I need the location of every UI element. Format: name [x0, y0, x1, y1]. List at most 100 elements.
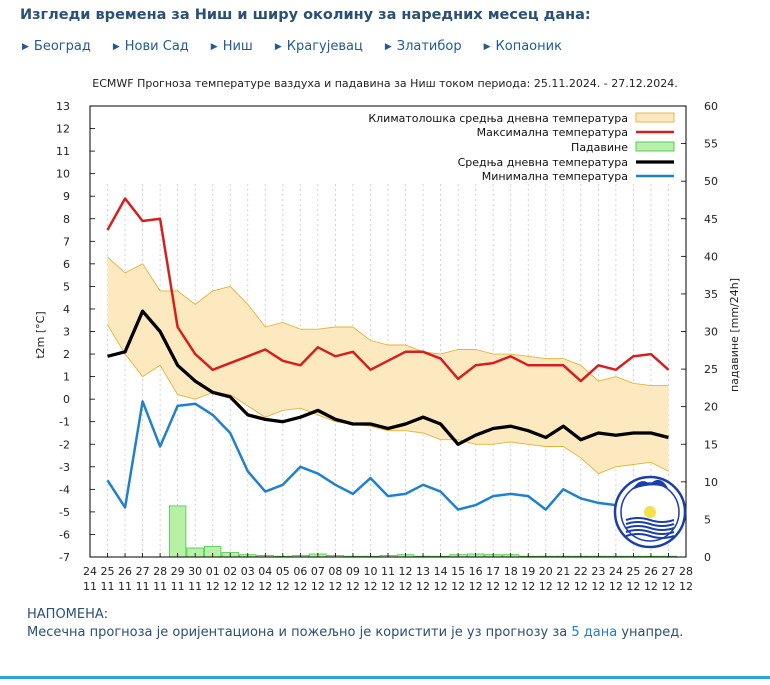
- city-label: Крагујевац: [286, 39, 363, 54]
- y-tick-label: 1: [63, 371, 70, 384]
- city-link-zlatibor[interactable]: ▶ Златибор: [385, 39, 462, 54]
- x-tick-label-day: 24: [83, 565, 97, 578]
- logo-wave-icon: [625, 529, 675, 535]
- min-temp-line: [106, 400, 669, 511]
- logo-cloud-icon: [632, 479, 668, 490]
- city-link-kopaonik[interactable]: ▶ Копаоник: [484, 39, 562, 54]
- x-tick-label-month: 12: [346, 580, 360, 593]
- x-tick-label-month: 12: [241, 580, 255, 593]
- x-tick-label-month: 12: [539, 580, 553, 593]
- x-tick-label-month: 12: [276, 580, 290, 593]
- bottom-divider: [0, 676, 770, 679]
- rhmz-logo: [613, 475, 687, 549]
- x-tick-label-month: 12: [469, 580, 483, 593]
- x-tick-label-month: 12: [206, 580, 220, 593]
- climatology-upper-edge: [107, 256, 669, 387]
- city-link-novi-sad[interactable]: ▶ Нови Сад: [113, 39, 189, 54]
- x-tick-label-month: 11: [153, 580, 167, 593]
- x-tick-label-month: 12: [626, 580, 640, 593]
- y2-tick-label: 5: [704, 513, 711, 526]
- x-tick-label-month: 12: [223, 580, 237, 593]
- x-tick-label-month: 11: [188, 580, 202, 593]
- x-tick-label-month: 12: [416, 580, 430, 593]
- legend-label: Падавине: [571, 141, 628, 154]
- x-tick-label-day: 02: [223, 565, 237, 578]
- note-text-before: Месечна прогноза је оријентациона и поже…: [27, 625, 568, 640]
- note-text-after: унапред.: [621, 625, 684, 640]
- city-label: Београд: [33, 39, 91, 54]
- forecast-chart-svg: ECMWF Прогноза температуре ваздуха и пад…: [34, 77, 741, 593]
- x-tick-label-day: 03: [241, 565, 255, 578]
- x-tick-label-month: 11: [83, 580, 97, 593]
- y2-tick-label: 10: [704, 476, 718, 489]
- x-tick-label-day: 25: [101, 565, 115, 578]
- x-tick-label-month: 11: [171, 580, 185, 593]
- x-tick-label-day: 30: [188, 565, 202, 578]
- x-tick-label-day: 27: [661, 565, 675, 578]
- y-tick-label: -3: [59, 461, 70, 474]
- x-tick-label-day: 09: [346, 565, 360, 578]
- legend-swatch-climatology: [635, 112, 675, 123]
- x-tick-label-day: 28: [153, 565, 167, 578]
- x-tick-label-month: 12: [644, 580, 658, 593]
- y-tick-label: 8: [63, 213, 70, 226]
- y-tick-label: 4: [63, 303, 70, 316]
- chart-title: ECMWF Прогноза температуре ваздуха и пад…: [92, 77, 678, 90]
- y-tick-label: -7: [59, 551, 70, 564]
- x-tick-label-day: 17: [486, 565, 500, 578]
- y-tick-label: -4: [59, 483, 70, 496]
- play-icon: ▶: [483, 41, 491, 52]
- y-tick-label: 11: [56, 145, 70, 158]
- x-tick-label-day: 04: [258, 565, 272, 578]
- legend: Климатолошка средња дневна температураМа…: [368, 112, 675, 183]
- x-tick-label-month: 12: [381, 580, 395, 593]
- x-tick-label-month: 11: [101, 580, 115, 593]
- play-icon: ▶: [274, 41, 282, 52]
- x-tick-label-day: 13: [416, 565, 430, 578]
- mean-temp-line: [107, 309, 669, 446]
- max-temp-line: [106, 197, 670, 383]
- x-tick-label-month: 12: [311, 580, 325, 593]
- y2-tick-label: 50: [704, 175, 718, 188]
- x-tick-label-month: 12: [591, 580, 605, 593]
- x-tick-label-month: 11: [118, 580, 132, 593]
- x-tick-label-day: 24: [609, 565, 623, 578]
- play-icon: ▶: [22, 41, 29, 52]
- forecast-chart: ECMWF Прогноза температуре ваздуха и пад…: [0, 70, 770, 600]
- y2-tick-label: 25: [704, 363, 718, 376]
- x-tick-label-day: 23: [591, 565, 605, 578]
- x-tick-label-month: 12: [574, 580, 588, 593]
- x-tick-label-day: 08: [328, 565, 342, 578]
- x-tick-label-day: 22: [574, 565, 588, 578]
- x-tick-label-day: 11: [381, 565, 395, 578]
- city-nav: ▶ Београд ▶ Нови Сад ▶ Ниш ▶ Крагујевац ▶ Зла…: [22, 39, 584, 54]
- x-tick-label-day: 16: [469, 565, 483, 578]
- y2-tick-label: 45: [704, 213, 718, 226]
- x-tick-label-day: 14: [434, 565, 448, 578]
- y2-axis-label: падавине [mm/24h]: [728, 278, 741, 392]
- city-label: Копаоник: [495, 39, 562, 54]
- x-tick-label-day: 12: [399, 565, 413, 578]
- x-tick-label-month: 12: [679, 580, 693, 593]
- x-tick-label-day: 28: [679, 565, 693, 578]
- city-label: Ниш: [222, 39, 253, 54]
- note-link-5-days[interactable]: 5 дана: [571, 625, 618, 640]
- x-tick-label-day: 15: [451, 565, 465, 578]
- x-tick-label-month: 12: [363, 580, 377, 593]
- logo-inner-ring: [620, 482, 680, 542]
- y-tick-label: 13: [56, 100, 70, 113]
- x-tick-label-month: 12: [434, 580, 448, 593]
- y-tick-label: 9: [63, 190, 70, 203]
- city-link-beograd[interactable]: ▶ Београд: [22, 39, 91, 54]
- play-icon: ▶: [210, 41, 218, 52]
- y-tick-label: 6: [63, 258, 70, 271]
- city-link-nis[interactable]: ▶ Ниш: [211, 39, 253, 54]
- x-tick-label-day: 07: [311, 565, 325, 578]
- x-tick-label-month: 12: [486, 580, 500, 593]
- city-link-kragujevac[interactable]: ▶ Крагујевац: [275, 39, 363, 54]
- y-tick-label: 5: [63, 280, 70, 293]
- climatology-lower-edge: [107, 324, 669, 475]
- legend-label: Климатолошка средња дневна температура: [368, 112, 628, 125]
- y-tick-label: 2: [63, 348, 70, 361]
- x-tick-label-day: 26: [644, 565, 658, 578]
